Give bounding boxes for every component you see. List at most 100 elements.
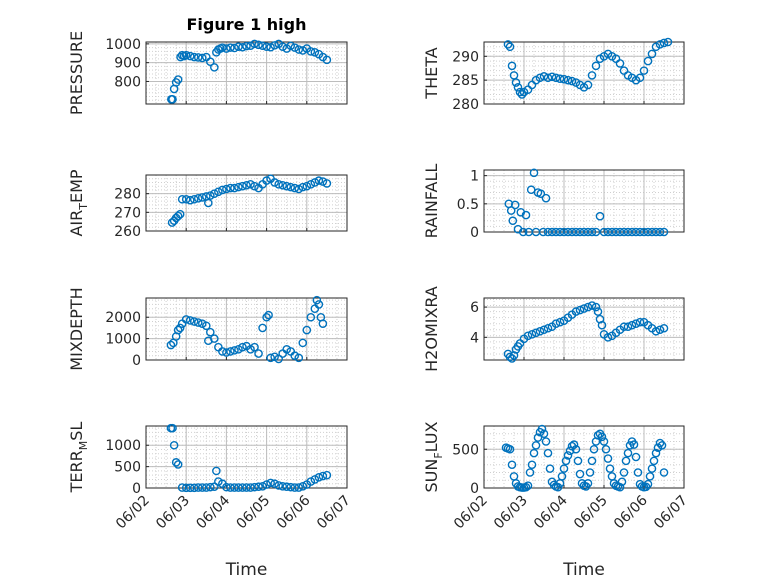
data-point bbox=[238, 181, 247, 191]
y-tick-label: 0 bbox=[132, 353, 141, 369]
data-point bbox=[615, 482, 625, 492]
data-point bbox=[659, 323, 669, 333]
data-point bbox=[175, 323, 185, 333]
data-point bbox=[298, 182, 308, 192]
data-point bbox=[193, 483, 203, 492]
data-point bbox=[322, 179, 332, 188]
data-point bbox=[505, 444, 515, 454]
y-axis-label: RAINFALL bbox=[422, 164, 441, 239]
x-tick-label: 06/06 bbox=[274, 492, 314, 532]
data-point bbox=[218, 347, 227, 356]
y-tick-label: 500 bbox=[114, 460, 141, 476]
data-point bbox=[589, 444, 599, 454]
data-point bbox=[585, 468, 595, 477]
y-axis-label: MIXDEPTH bbox=[67, 287, 86, 370]
data-point bbox=[201, 483, 211, 492]
subplot-3: 260 270 280 AIRTEMP bbox=[67, 169, 348, 240]
data-point bbox=[169, 440, 179, 450]
data-point bbox=[551, 319, 561, 329]
data-point bbox=[204, 198, 213, 208]
data-point bbox=[210, 482, 219, 492]
data-point bbox=[529, 168, 539, 178]
data-point bbox=[302, 181, 312, 191]
data-point bbox=[197, 483, 207, 492]
data-point bbox=[286, 182, 296, 192]
data-point bbox=[318, 177, 328, 186]
data-point bbox=[234, 42, 243, 51]
data-point bbox=[278, 180, 287, 190]
data-point bbox=[583, 227, 593, 237]
data-point bbox=[659, 468, 669, 477]
data-point bbox=[173, 211, 183, 221]
data-point bbox=[597, 432, 607, 442]
data-point bbox=[218, 185, 227, 195]
data-point bbox=[278, 481, 287, 491]
data-point bbox=[635, 227, 645, 237]
y-axis-label: H2OMIXRA bbox=[422, 286, 441, 372]
data-point bbox=[633, 468, 643, 477]
x-tick-label: 06/03 bbox=[491, 493, 531, 533]
figure-title: Figure 1 high bbox=[187, 15, 307, 34]
data-point bbox=[619, 66, 629, 75]
data-point bbox=[559, 464, 569, 473]
data-point bbox=[510, 200, 520, 210]
data-point bbox=[551, 73, 561, 83]
data-point bbox=[258, 41, 267, 51]
data-point bbox=[310, 48, 320, 57]
data-point bbox=[246, 180, 255, 189]
data-point bbox=[278, 42, 287, 51]
data-point bbox=[651, 326, 661, 336]
data-point bbox=[189, 52, 199, 62]
data-point bbox=[563, 75, 573, 85]
data-point bbox=[595, 211, 605, 221]
data-point bbox=[659, 227, 669, 237]
data-point bbox=[523, 481, 533, 490]
data-point bbox=[623, 227, 633, 237]
data-point bbox=[250, 181, 259, 191]
data-point bbox=[527, 329, 537, 339]
data-point bbox=[189, 483, 199, 493]
data-point bbox=[545, 464, 555, 473]
data-point bbox=[509, 472, 519, 481]
y-tick-label: 285 bbox=[452, 73, 479, 89]
data-point bbox=[250, 342, 259, 352]
data-point bbox=[543, 448, 553, 458]
data-point bbox=[579, 304, 589, 313]
data-point bbox=[234, 182, 243, 192]
data-point bbox=[238, 42, 247, 52]
data-point bbox=[210, 334, 219, 343]
y-tick-label: 2000 bbox=[105, 310, 141, 326]
data-point bbox=[643, 479, 653, 489]
data-point bbox=[185, 195, 195, 205]
data-point bbox=[599, 227, 609, 237]
subplot-7: 0 500 1000 06/02 06/03 06/04 06/05 06/06 06/07 TE… bbox=[67, 422, 354, 580]
data-point bbox=[547, 227, 557, 237]
data-point bbox=[647, 464, 657, 473]
data-point bbox=[238, 342, 247, 352]
y-tick-label: 290 bbox=[452, 49, 479, 65]
data-point bbox=[515, 87, 525, 97]
data-point bbox=[173, 325, 183, 335]
data-point bbox=[294, 184, 304, 194]
data-point bbox=[531, 441, 541, 450]
data-point bbox=[623, 448, 633, 458]
data-point bbox=[603, 227, 613, 237]
data-point bbox=[201, 321, 211, 331]
data-point bbox=[290, 183, 300, 193]
y-tick-label: 280 bbox=[114, 187, 141, 203]
data-point bbox=[657, 441, 667, 450]
data-point bbox=[503, 40, 513, 49]
data-point bbox=[619, 468, 629, 477]
data-point bbox=[575, 469, 585, 479]
data-point bbox=[647, 227, 657, 237]
data-point bbox=[226, 183, 235, 193]
data-point bbox=[270, 479, 279, 489]
data-point bbox=[583, 479, 593, 488]
data-point bbox=[659, 38, 669, 48]
data-point bbox=[518, 227, 528, 237]
data-point bbox=[222, 482, 231, 492]
data-point bbox=[607, 227, 617, 237]
data-point bbox=[555, 317, 565, 327]
data-point bbox=[222, 184, 231, 194]
